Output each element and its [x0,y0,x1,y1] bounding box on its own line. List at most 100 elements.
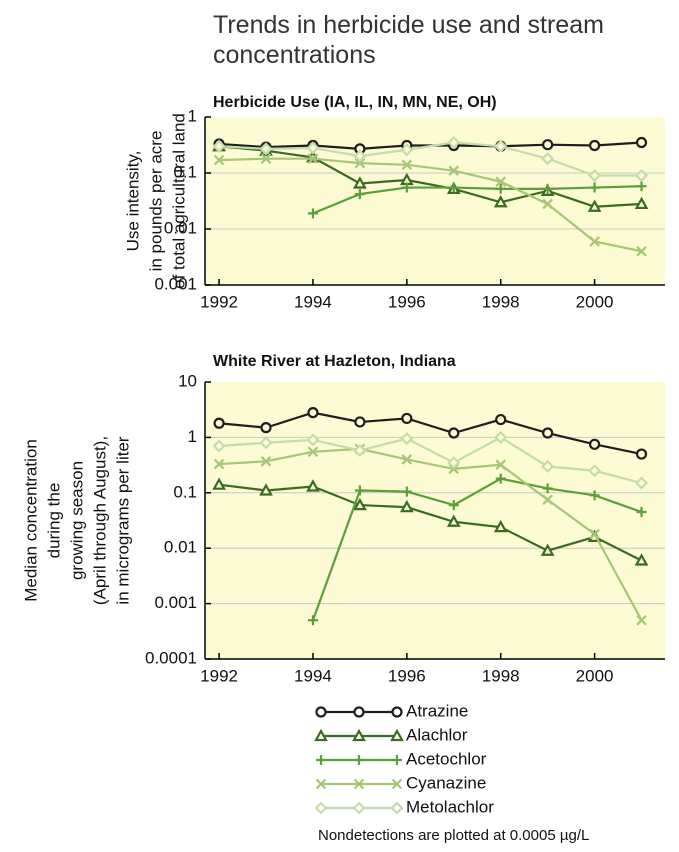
point [589,528,600,540]
point [495,176,506,187]
point [401,486,412,497]
point [542,494,553,505]
point [588,169,602,183]
point [447,135,461,150]
y-axis-label: growing season [67,461,86,580]
point [354,157,366,169]
y-axis-label: Use intensity, [123,151,142,252]
point [540,543,555,556]
series-line [219,141,642,177]
point [212,477,226,490]
point [307,446,319,458]
legend-marker [353,706,365,718]
plot-background [205,382,665,659]
point [307,615,318,626]
legend-marker [314,728,328,742]
point [636,181,647,192]
chart-title: White River at Hazleton, Indiana [213,353,456,370]
point [588,438,601,450]
point [495,473,506,484]
x-tick-label: 2000 [576,292,614,311]
legend-label: Acetochlor [406,749,487,768]
point [493,195,508,208]
point [636,246,647,257]
legend-marker [353,778,365,790]
legend-marker [390,728,404,742]
series-line [219,436,642,485]
point [353,443,367,458]
point [589,490,600,501]
y-tick-label: 0.1 [173,482,197,501]
y-tick-label: 0.1 [173,162,197,181]
point [587,199,602,212]
note: Nondetections are plotted at 0.0005 µg/L [318,827,589,844]
legend-label: Alachlor [406,725,468,744]
series-line [219,157,642,253]
point [588,464,602,478]
point [448,165,460,176]
point [494,139,508,153]
legend-label: Cyanazine [406,773,486,792]
point [259,436,273,450]
point [259,483,273,496]
point [589,182,600,193]
y-axis-label: during the [44,483,63,559]
x-tick-label: 1996 [388,292,426,311]
y-tick-label: 0.01 [164,218,197,237]
y-tick-label: 0.0001 [145,648,197,667]
legend-marker [315,778,327,790]
point [401,454,413,465]
point [259,142,273,156]
series-line [218,411,642,456]
point [541,152,555,166]
legend-marker [391,778,403,790]
point [354,485,365,496]
x-tick-label: 1998 [482,666,520,685]
point [260,153,272,164]
x-tick-label: 1998 [482,292,520,311]
legend-marker [316,755,326,765]
x-tick-label: 1994 [294,292,332,311]
point [542,483,553,494]
point [400,143,414,157]
point [636,507,647,518]
point [400,432,414,446]
point [493,519,508,533]
point [448,427,460,439]
point [448,182,459,193]
point [634,476,649,490]
point [306,433,320,447]
legend-marker [314,801,328,815]
y-tick-label: 1 [188,106,197,125]
y-axis-label: of total agricultural land [169,113,188,289]
point [401,412,413,425]
y-axis-label: in pounds per acre [146,131,165,272]
point [495,459,506,471]
legend-marker [352,801,366,815]
point [260,456,272,467]
point [353,149,367,163]
series-line [218,483,643,562]
legend-marker [391,706,403,718]
x-tick-label: 1996 [388,666,426,685]
point [542,183,553,194]
point [213,154,225,166]
point [589,236,600,247]
y-axis-label: (April through August), [90,436,109,605]
point [307,208,318,219]
point [401,182,412,193]
point [212,139,226,153]
legend-marker [315,706,327,718]
point [354,189,365,200]
point [307,407,319,419]
point [634,553,649,566]
point [401,159,413,171]
legend-marker [352,728,366,742]
point [260,422,272,434]
series-line [311,477,642,621]
point [634,196,649,210]
point [494,430,508,444]
point [353,497,367,511]
point [306,141,320,155]
